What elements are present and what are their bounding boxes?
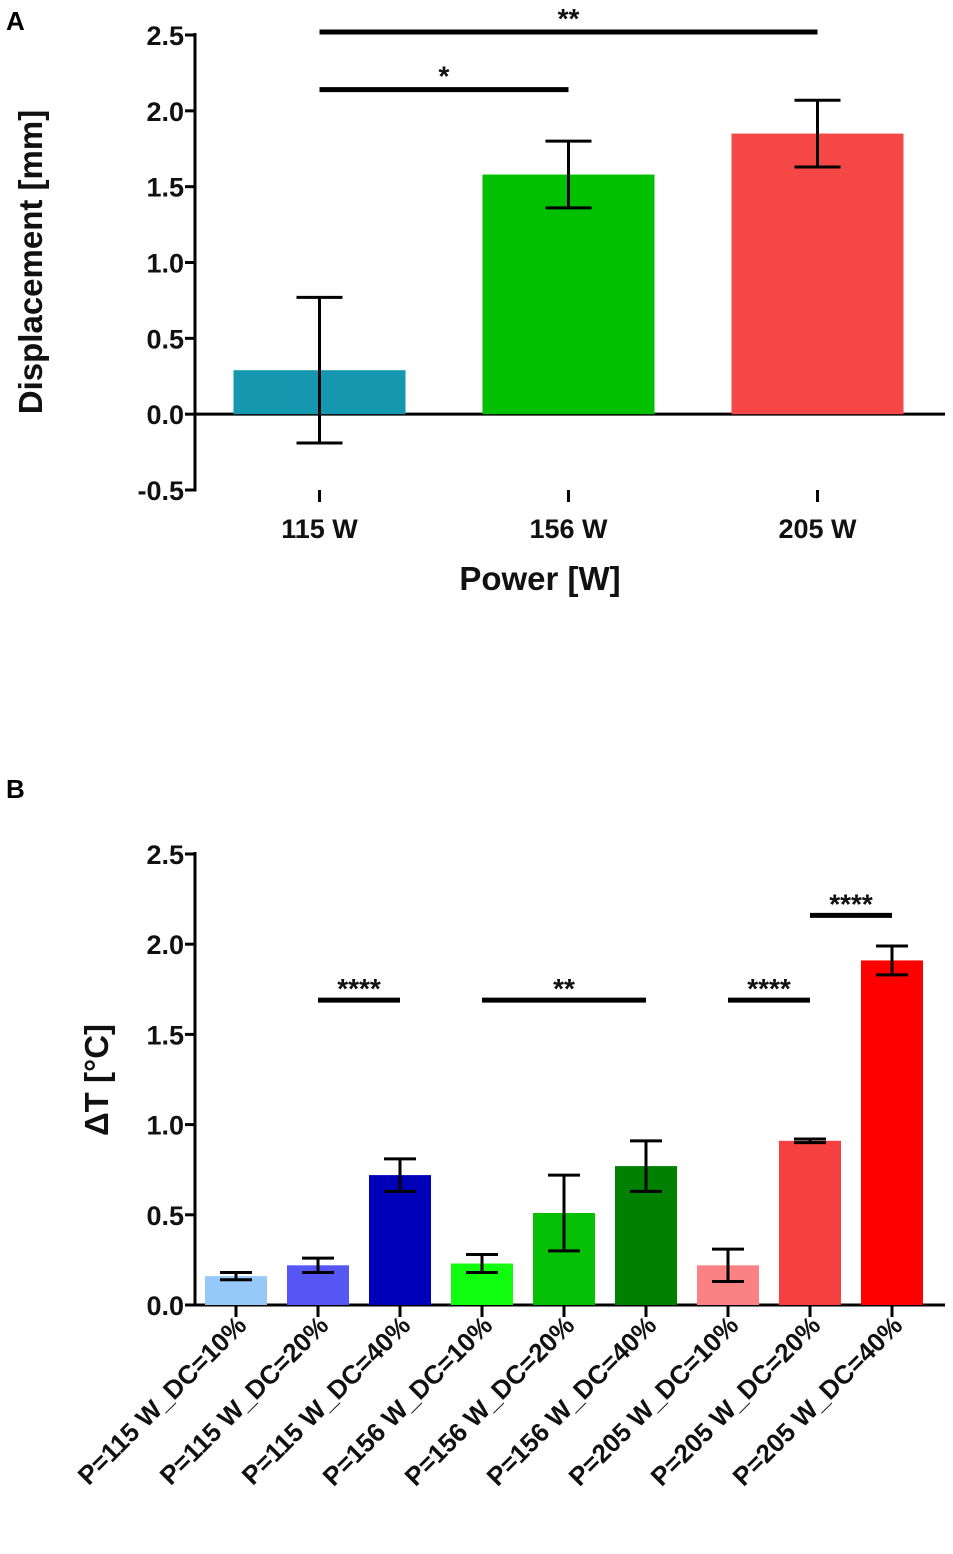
chart-b-bar [861,960,923,1305]
chart-a-y-tick-label: 1.5 [146,173,184,203]
chart-b-y-tick-label: 1.0 [146,1111,184,1141]
chart-a-category-label: 115 W [281,514,358,544]
chart-b-significance-label: **** [747,973,791,1004]
chart-b-y-tick-label: 0.0 [146,1291,184,1321]
chart-b-y-tick-label: 2.0 [146,930,184,960]
chart-a-y-tick-label: -0.5 [137,476,184,506]
chart-a-y-tick-label: 2.0 [146,97,184,127]
chart-b-y-axis-title: ΔT [°C] [78,1024,115,1136]
chart-b-significance-label: **** [829,888,873,919]
chart-a-y-tick-label: 2.5 [146,21,184,51]
chart-a-significance-label: ** [558,3,580,34]
chart-b-y-tick-label: 2.5 [146,840,184,870]
chart-b: 0.00.51.01.52.02.5P=115 W_DC=10%P=115 W_… [72,840,945,1492]
panel-b-label: B [6,774,25,804]
chart-b-y-tick-label: 0.5 [146,1201,184,1231]
chart-b-bar [779,1140,841,1305]
chart-a-y-axis-title: Displacement [mm] [12,110,49,414]
chart-b-significance-label: ** [553,973,575,1004]
chart-b-y-tick-label: 1.5 [146,1020,184,1050]
chart-a-bar [731,133,904,415]
chart-a-x-axis-title: Power [W] [459,560,620,597]
chart-a-y-tick-label: 0.0 [146,400,184,430]
panel-a-label: A [6,6,25,36]
chart-b-bar [369,1175,431,1305]
chart-a-y-tick-label: 0.5 [146,324,184,354]
chart-a-category-label: 156 W [529,514,608,544]
chart-a-category-label: 205 W [778,514,857,544]
chart-a-bar [482,174,655,415]
chart-b-significance-label: **** [337,973,381,1004]
chart-a-significance-label: * [439,61,450,92]
chart-a-y-tick-label: 1.0 [146,249,184,279]
